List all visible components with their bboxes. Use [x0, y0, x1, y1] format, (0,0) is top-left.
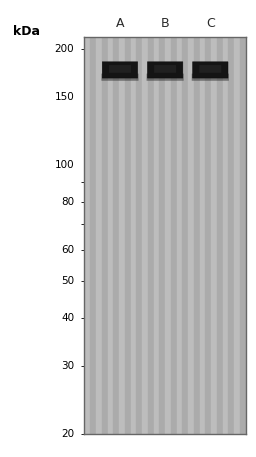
Bar	[108, 37, 113, 434]
Bar	[228, 37, 234, 434]
Text: 20: 20	[61, 429, 74, 439]
Text: 40: 40	[61, 313, 74, 323]
Text: kDa: kDa	[13, 25, 40, 38]
Bar	[90, 37, 96, 434]
Bar	[154, 37, 159, 434]
Bar	[142, 37, 148, 434]
Bar	[217, 37, 223, 434]
FancyBboxPatch shape	[199, 65, 221, 73]
FancyBboxPatch shape	[109, 65, 131, 73]
Text: C: C	[206, 17, 215, 30]
Bar	[234, 37, 240, 434]
FancyBboxPatch shape	[154, 65, 176, 73]
Bar	[223, 37, 228, 434]
Bar	[182, 37, 188, 434]
Bar	[119, 37, 125, 434]
FancyBboxPatch shape	[147, 62, 183, 78]
Text: 100: 100	[55, 159, 74, 170]
Bar	[102, 37, 108, 434]
Bar	[188, 37, 194, 434]
Bar	[211, 37, 217, 434]
Text: A: A	[116, 17, 124, 30]
Text: 50: 50	[61, 276, 74, 286]
Bar	[205, 37, 211, 434]
Bar	[177, 37, 182, 434]
Bar	[84, 37, 90, 434]
Text: 60: 60	[61, 245, 74, 255]
Bar	[125, 37, 131, 434]
Bar	[113, 37, 119, 434]
Bar	[165, 37, 171, 434]
Bar	[136, 37, 142, 434]
FancyBboxPatch shape	[193, 62, 228, 78]
Bar	[171, 37, 177, 434]
FancyBboxPatch shape	[147, 74, 184, 81]
Text: 80: 80	[61, 197, 74, 207]
Bar	[148, 37, 154, 434]
Bar	[131, 37, 136, 434]
Text: 30: 30	[61, 361, 74, 371]
Text: 150: 150	[55, 92, 74, 102]
Bar	[200, 37, 205, 434]
Text: B: B	[161, 17, 169, 30]
Bar	[194, 37, 200, 434]
FancyBboxPatch shape	[101, 74, 138, 81]
Bar	[240, 37, 246, 434]
FancyBboxPatch shape	[102, 62, 138, 78]
Bar	[159, 37, 165, 434]
Bar	[96, 37, 102, 434]
FancyBboxPatch shape	[192, 74, 229, 81]
Text: 200: 200	[55, 44, 74, 53]
